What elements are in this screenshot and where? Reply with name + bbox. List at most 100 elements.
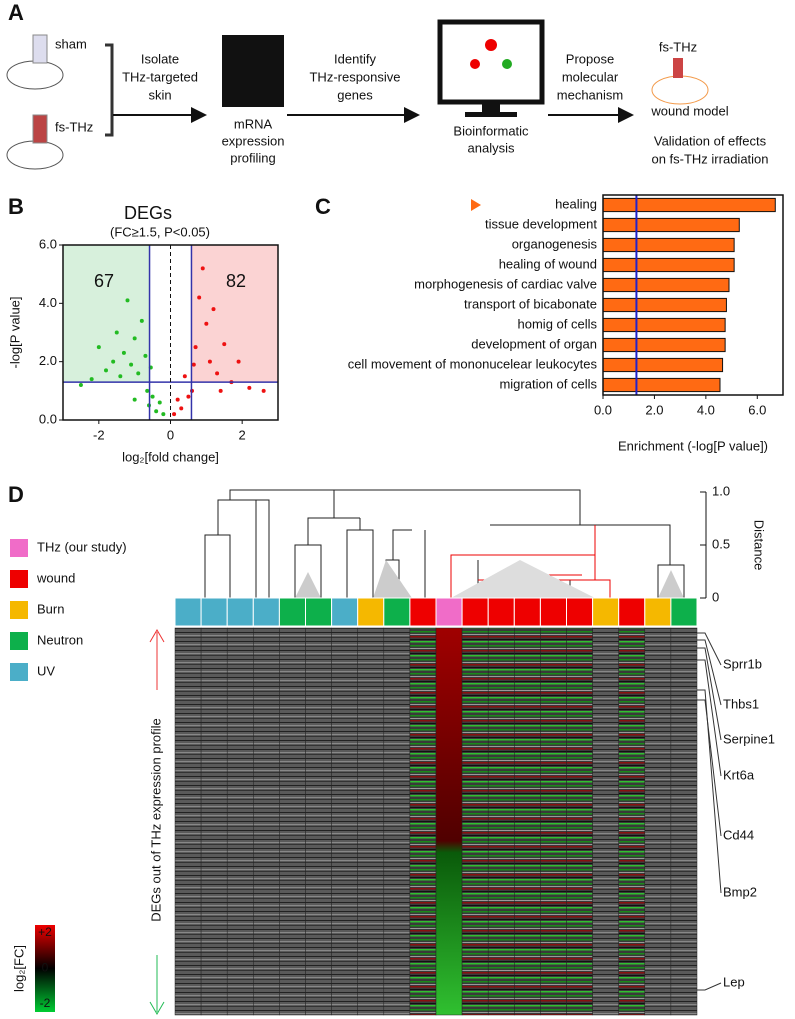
workflow-text: expression: [222, 133, 285, 148]
point: [247, 385, 252, 390]
heatmap-column: [592, 627, 619, 1016]
category-label: homig of cells: [518, 316, 598, 331]
x-tick-label: 6.0: [748, 402, 766, 417]
fs-thz-label: fs-THz: [55, 119, 93, 134]
bar: [602, 337, 726, 353]
group-strip: [305, 597, 333, 627]
gene-leader: [697, 982, 722, 991]
x-tick-label: 0.0: [594, 402, 612, 417]
workflow-text: Propose: [566, 51, 614, 66]
group-strip: [670, 597, 698, 627]
gene-label: Serpine1: [723, 731, 775, 746]
point: [182, 374, 187, 379]
arrow-down-head: [149, 1001, 165, 1015]
workflow-text: molecular: [562, 69, 619, 84]
model-title: fs-THz: [659, 39, 697, 54]
heatmap-column: [174, 627, 202, 1016]
colorbar-label: log₂[FC]: [11, 945, 26, 992]
y-tick-label: 0.5: [712, 536, 730, 551]
x-tick-label: 2: [239, 427, 246, 442]
workflow-text: mRNA: [234, 116, 273, 131]
group-strip: [513, 597, 541, 627]
point: [78, 383, 83, 387]
workflow-text: THz-targeted: [122, 69, 198, 84]
down-region: [63, 245, 150, 383]
heatmap-column: [670, 627, 698, 1016]
point: [136, 371, 141, 376]
point: [154, 409, 159, 414]
point: [132, 397, 137, 402]
point: [104, 368, 108, 373]
category-label: migration of cells: [499, 376, 597, 391]
point: [211, 307, 216, 312]
group-strip: [278, 597, 306, 627]
point: [236, 359, 241, 364]
y-tick-label: 1.0: [712, 483, 730, 498]
highlight-marker: [471, 199, 481, 211]
bar: [602, 297, 727, 313]
gene-leader: [697, 647, 722, 741]
group-strip: [226, 597, 254, 627]
group-strip: [539, 597, 568, 627]
gene-label: Bmp2: [723, 884, 757, 899]
point: [175, 397, 180, 402]
gene-leader: [697, 632, 722, 666]
legend-label: UV: [37, 663, 55, 678]
bar: [602, 257, 735, 273]
legend-label: wound: [36, 570, 75, 585]
group-strip: [331, 597, 359, 627]
point: [111, 359, 116, 364]
point: [114, 330, 119, 335]
bar: [602, 357, 724, 373]
heatmap-column: [253, 627, 280, 1016]
up-region: [191, 245, 278, 383]
heatmap-column: [461, 627, 489, 1016]
point: [179, 406, 184, 411]
point: [132, 336, 137, 341]
heatmap-column: [357, 627, 385, 1016]
heatmap-column: [226, 627, 254, 1016]
legend-label: THz (our study): [37, 539, 127, 554]
group-strip: [566, 597, 594, 627]
panel-label: A: [8, 0, 24, 25]
x-tick-label: 2.0: [645, 402, 663, 417]
group-strip: [435, 597, 463, 627]
y-axis-label: -log[P value]: [7, 296, 22, 368]
heatmap-column: [644, 627, 672, 1016]
plot-frame: [602, 194, 784, 396]
point: [261, 388, 266, 393]
count: 67: [94, 271, 114, 291]
panel-label: D: [8, 482, 24, 507]
colorbar-tick-label: 0: [42, 961, 49, 975]
heatmap-column: [514, 627, 541, 1016]
workflow-text: analysis: [468, 140, 515, 155]
point: [172, 412, 177, 417]
workflow-text: THz-responsive: [309, 69, 400, 84]
group-strip: [383, 597, 411, 627]
group-strip: [409, 597, 437, 627]
point: [89, 377, 94, 382]
gene-label: Lep: [723, 974, 745, 989]
group-strip: [644, 597, 672, 627]
workflow-text: profiling: [230, 150, 276, 165]
point: [191, 362, 196, 367]
workflow-text: mechanism: [557, 87, 623, 102]
workflow-text: Validation of effects: [654, 133, 767, 148]
category-label: morphogenesis of cardiac valve: [414, 276, 597, 291]
point: [139, 318, 144, 323]
panel-label: C: [315, 194, 331, 219]
heatmap-column: [305, 627, 332, 1016]
gene-label: Cd44: [723, 827, 754, 842]
point: [150, 394, 155, 399]
point: [161, 412, 166, 417]
point: [197, 295, 202, 300]
point: [129, 362, 134, 367]
title: DEGs: [124, 203, 172, 223]
x-axis-label: log₂[fold change]: [122, 449, 219, 464]
category-label: tissue development: [485, 216, 597, 231]
category-label: development of organ: [471, 336, 597, 351]
y-tick-label: 6.0: [39, 236, 57, 251]
dendrogram: [204, 489, 685, 598]
bar: [602, 317, 726, 333]
